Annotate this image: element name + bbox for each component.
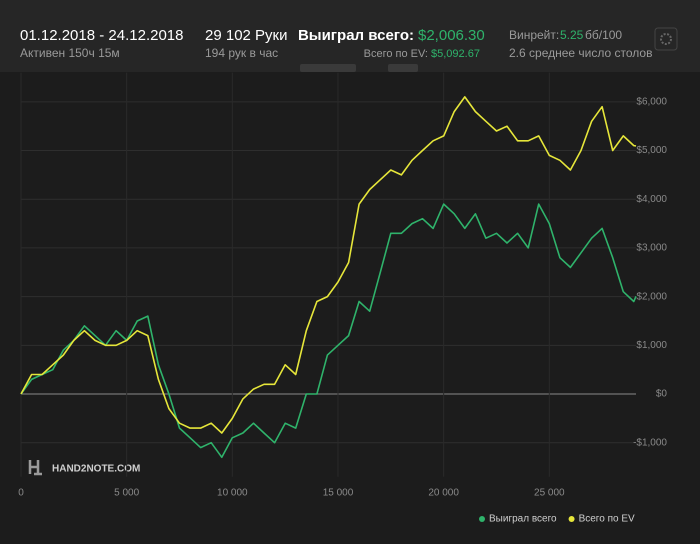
x-tick-label: 10 000 [217, 488, 248, 499]
legend-label: Выиграл всего [489, 514, 557, 525]
x-tick-label: 15 000 [323, 488, 354, 499]
x-tick-label: 0 [18, 488, 24, 499]
y-tick-label: $3,000 [636, 243, 667, 254]
x-tick-label: 20 000 [428, 488, 459, 499]
tab[interactable] [300, 64, 356, 72]
y-tick-label: $1,000 [636, 340, 667, 351]
winrate-label: Винрейт: [509, 28, 559, 42]
tables: 2.6 среднее число столов [509, 46, 652, 60]
y-tick-label: $4,000 [636, 194, 667, 205]
settings-button[interactable] [654, 27, 678, 51]
y-tick-label: $5,000 [636, 145, 667, 156]
legend-label: Всего по EV [579, 514, 635, 525]
won-label: Выиграл всего: [298, 27, 414, 44]
plot: -$1,000 $0 $1,000 $2,000 $3,000 $4,000 $5,000 $… [18, 72, 668, 499]
hands: 29 102 Руки [205, 27, 288, 44]
ev-value: $5,092.67 [431, 48, 480, 60]
tab[interactable] [388, 64, 418, 72]
series-line [20, 203, 637, 459]
hands-per-hour: 194 рук в час [205, 46, 278, 60]
x-tick-label: 25 000 [534, 488, 565, 499]
winrate-unit: бб/100 [585, 28, 622, 42]
active-time: Активен 150ч 15м [20, 46, 120, 60]
series-line [20, 96, 637, 434]
legend-swatch [479, 516, 485, 522]
ev-label: Всего по EV: [364, 48, 428, 60]
x-tick-label: 5 000 [114, 488, 139, 499]
y-tick-label: $0 [656, 389, 668, 400]
y-tick-label: -$1,000 [633, 437, 667, 448]
logo: HAND2NOTE.COM [28, 460, 140, 476]
logo-text: HAND2NOTE.COM [52, 464, 140, 475]
legend-swatch [568, 516, 575, 522]
date-range: 01.12.2018 - 24.12.2018 [20, 27, 183, 44]
won-value: $2,006.30 [418, 27, 485, 44]
y-tick-label: $2,000 [636, 291, 667, 302]
y-tick-label: $6,000 [636, 96, 667, 107]
logo-icon [28, 460, 42, 476]
settings-box[interactable] [654, 27, 678, 51]
settings-icon[interactable] [660, 33, 672, 45]
winrate-value: 5.25 [560, 28, 584, 42]
